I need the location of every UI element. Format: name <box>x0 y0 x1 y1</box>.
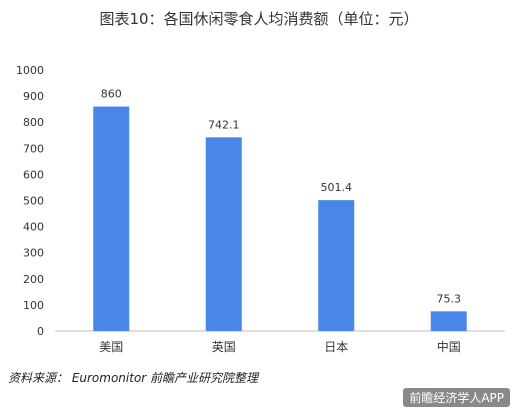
y-tick-label: 500 <box>23 195 44 208</box>
source-note: 资料来源： Euromonitor 前瞻产业研究院整理 <box>8 371 259 385</box>
app-watermark: 前瞻经济学人APP <box>403 388 510 407</box>
y-tick-label: 900 <box>23 90 44 103</box>
x-tick-label: 英国 <box>212 340 236 354</box>
bar <box>430 311 467 331</box>
y-tick-label: 700 <box>23 142 44 155</box>
y-tick-label: 600 <box>23 168 44 181</box>
y-tick-label: 200 <box>23 273 44 286</box>
y-tick-label: 0 <box>37 325 44 338</box>
bar <box>93 106 130 331</box>
bar <box>205 137 242 331</box>
y-tick-label: 400 <box>23 221 44 234</box>
y-tick-label: 800 <box>23 116 44 129</box>
bar <box>318 200 355 331</box>
y-tick-label: 300 <box>23 247 44 260</box>
data-label: 75.3 <box>437 292 462 305</box>
x-tick-label: 美国 <box>99 340 123 354</box>
chart-title: 图表10：各国休闲零食人均消费额（单位：元） <box>99 10 419 28</box>
data-label: 742.1 <box>208 118 240 131</box>
data-label: 501.4 <box>321 181 353 194</box>
x-tick-label: 日本 <box>324 340 348 354</box>
data-label: 860 <box>101 88 122 101</box>
y-tick-label: 100 <box>23 299 44 312</box>
x-tick-label: 中国 <box>437 339 461 354</box>
y-tick-label: 1000 <box>16 64 44 77</box>
